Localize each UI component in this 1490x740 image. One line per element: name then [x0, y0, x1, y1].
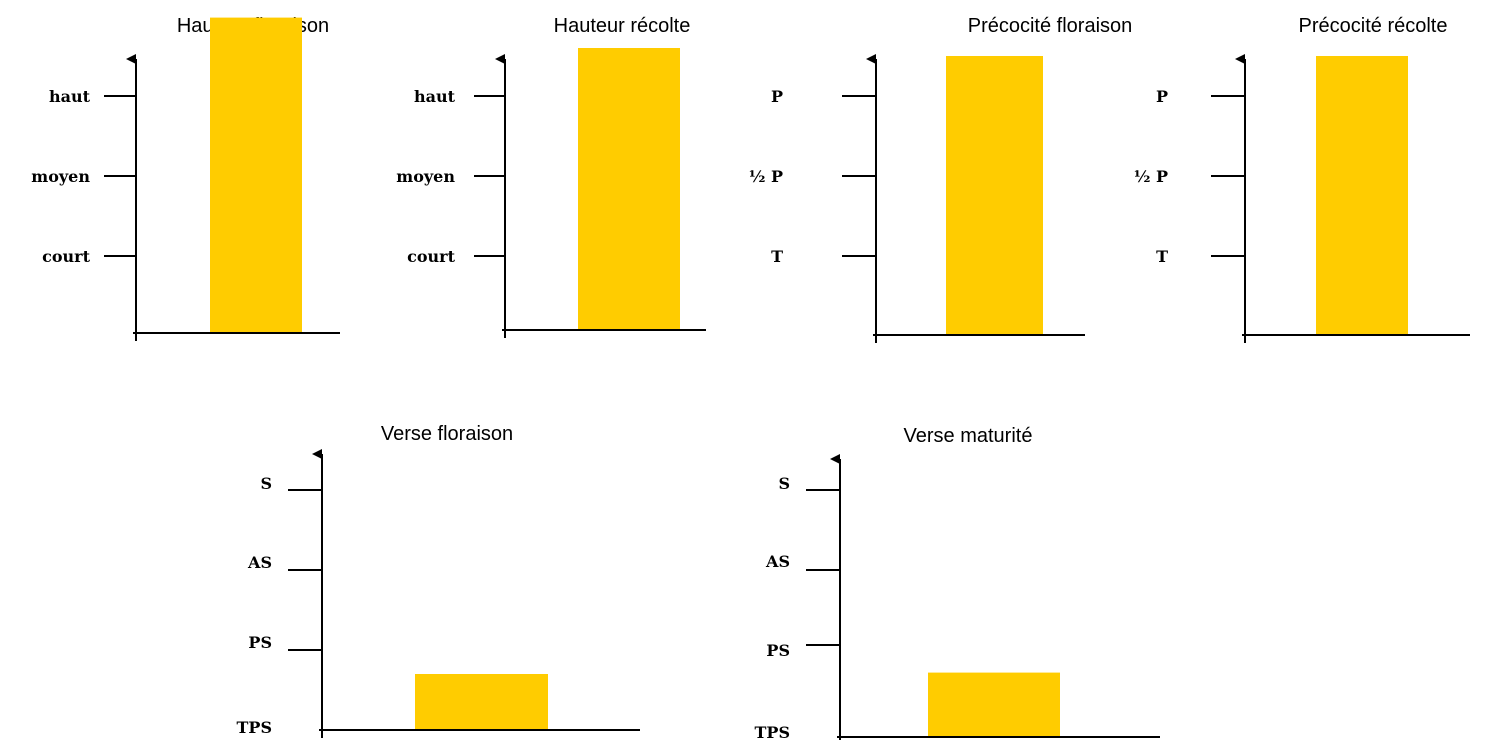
y-tick-label: T	[1156, 247, 1168, 266]
y-tick-label: court	[42, 247, 90, 266]
y-tick-label: moyen	[31, 167, 90, 186]
y-tick-label: court	[407, 247, 455, 266]
chart-title: Précocité floraison	[968, 15, 1133, 37]
chart-panel-4: Précocité récolte T ½ P P	[1134, 15, 1470, 343]
chart-title: Verse maturité	[904, 425, 1033, 447]
bar	[578, 48, 680, 329]
y-tick-label: haut	[414, 87, 456, 106]
y-tick-label: haut	[49, 87, 91, 106]
y-tick-label: TPS	[755, 723, 791, 740]
bar	[210, 17, 302, 332]
chart-panel-3: Précocité floraison T ½ P P	[749, 15, 1133, 343]
y-tick-label: TPS	[237, 718, 273, 737]
chart-title: Hauteur récolte	[554, 15, 691, 37]
chart-panel-2: Hauteur récolte court moyen haut	[396, 15, 706, 338]
bar	[928, 672, 1060, 736]
bar	[946, 56, 1043, 334]
chart-panel-5: Verse floraison TPS PS AS S	[237, 423, 640, 738]
y-tick-label: S	[778, 474, 790, 493]
y-tick-label: P	[1156, 87, 1168, 106]
y-tick-label: ½ P	[749, 167, 783, 186]
bar	[415, 674, 548, 729]
y-tick-label: S	[260, 474, 272, 493]
chart-title: Verse floraison	[381, 423, 513, 445]
y-tick-label: PS	[766, 641, 790, 660]
y-tick-label: ½ P	[1134, 167, 1168, 186]
y-tick-label: P	[771, 87, 783, 106]
chart-panel-6: Verse maturité TPS PS AS S	[755, 425, 1160, 740]
y-tick-label: AS	[765, 552, 790, 571]
y-tick-label: T	[771, 247, 783, 266]
bar	[1316, 56, 1408, 334]
y-tick-label: AS	[247, 553, 272, 572]
y-tick-label: moyen	[396, 167, 455, 186]
chart-title: Précocité récolte	[1299, 15, 1448, 37]
y-tick-label: PS	[248, 633, 272, 652]
chart-panel-1: Hauteur floraisoncourtmoyenhaut	[31, 15, 340, 341]
